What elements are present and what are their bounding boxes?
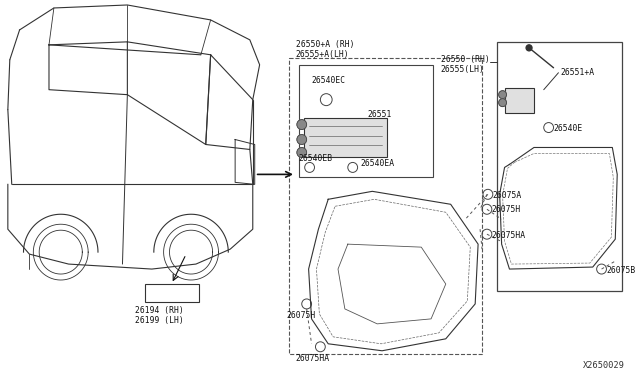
Text: 26075HA: 26075HA — [296, 354, 330, 363]
Circle shape — [297, 147, 307, 157]
Text: 26551: 26551 — [367, 110, 392, 119]
Text: 26075HA: 26075HA — [492, 231, 526, 240]
Circle shape — [297, 119, 307, 129]
Text: 26075B: 26075B — [607, 266, 636, 275]
Circle shape — [499, 91, 506, 99]
Text: 26540EC: 26540EC — [312, 76, 346, 85]
Text: 26550+A (RH)
26555+A(LH): 26550+A (RH) 26555+A(LH) — [296, 40, 355, 59]
Text: 26075H: 26075H — [492, 205, 521, 214]
Text: 26551+A: 26551+A — [561, 68, 595, 77]
Bar — [145, 284, 199, 302]
Bar — [289, 58, 482, 354]
Text: 26194 (RH)
26199 (LH): 26194 (RH) 26199 (LH) — [135, 306, 184, 326]
Text: 26540E: 26540E — [554, 124, 583, 132]
Bar — [304, 118, 387, 157]
Bar — [299, 65, 433, 177]
Circle shape — [297, 135, 307, 144]
Circle shape — [499, 99, 506, 107]
Text: 26540EB: 26540EB — [299, 154, 333, 163]
Bar — [504, 88, 534, 113]
Bar — [497, 42, 622, 291]
Text: 26075A: 26075A — [493, 191, 522, 201]
Text: 26075H: 26075H — [286, 311, 316, 320]
Text: 26540EA: 26540EA — [360, 160, 395, 169]
Text: X2650029: X2650029 — [583, 361, 625, 370]
Text: 26550 (RH)
26555(LH): 26550 (RH) 26555(LH) — [441, 55, 490, 74]
Circle shape — [526, 45, 532, 51]
